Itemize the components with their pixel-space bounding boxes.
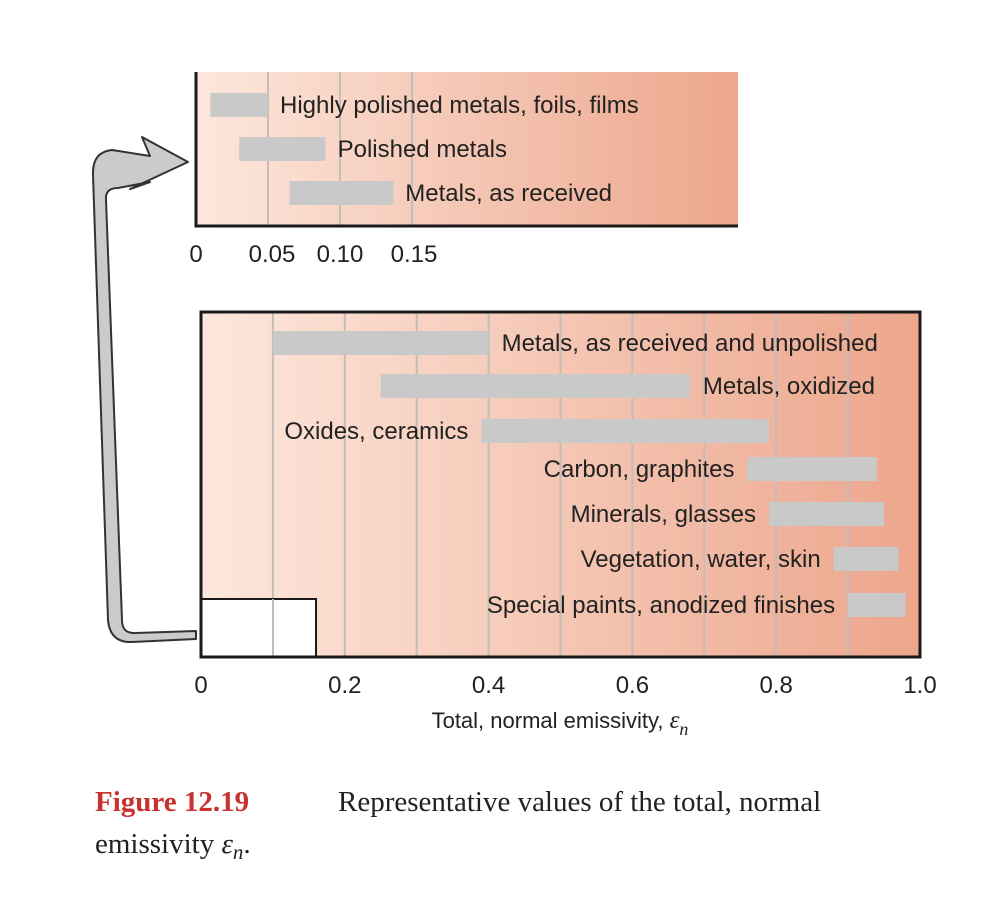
caption-end: . [243, 828, 250, 860]
main-bar-label: Metals, oxidized [703, 373, 875, 400]
main-chart: Metals, as received and unpolished Metals… [194, 310, 937, 739]
inset-axis-frame [194, 72, 738, 228]
x-axis-subscript: n [679, 719, 688, 739]
x-axis-label: Total, normal emissivity, εn [432, 707, 689, 739]
inset-tick-label: 0.10 [317, 241, 364, 268]
main-tick-label: 0.4 [472, 672, 505, 699]
inset-tick-label: 0.05 [249, 241, 296, 268]
main-bar-label: Minerals, glasses [571, 501, 756, 528]
main-plot-frame [199, 310, 922, 659]
main-bar [833, 547, 899, 571]
main-tick-label: 0 [194, 672, 207, 699]
inset-bar-label: Highly polished metals, foils, films [280, 92, 639, 119]
inset-region-box [200, 598, 317, 658]
caption-figure-label: Figure 12.19 [95, 786, 249, 818]
inset-bar [210, 93, 268, 117]
x-axis-symbol: ε [670, 707, 680, 734]
main-tick-label: 0.2 [328, 672, 361, 699]
inset-tick-labels: 0 0.05 0.10 0.15 [189, 241, 437, 268]
main-tick-labels: 0 0.2 0.4 0.6 0.8 1.0 [194, 672, 936, 699]
caption-symbol: ε [221, 828, 233, 860]
main-bar-label: Carbon, graphites [544, 456, 735, 483]
inset-chart: Highly polished metals, foils, films Poli… [189, 72, 738, 268]
main-tick-label: 0.8 [760, 672, 793, 699]
main-tick-label: 1.0 [903, 672, 936, 699]
main-bar [272, 331, 489, 355]
main-bar-label: Oxides, ceramics [284, 418, 468, 445]
main-bars: Metals, as received and unpolished Metals… [272, 330, 906, 619]
main-tick-label: 0.6 [616, 672, 649, 699]
inset-bar [239, 137, 326, 161]
main-bar [481, 419, 770, 443]
main-bar-label: Special paints, anodized finishes [487, 592, 835, 619]
inset-bar-label: Metals, as received [405, 180, 612, 207]
main-bar-label: Vegetation, water, skin [581, 546, 821, 573]
figure-caption: Figure 12.19 Representative values of th… [95, 786, 821, 864]
inset-bar [289, 181, 394, 205]
inset-bar-label: Polished metals [338, 136, 507, 163]
svg-text:emissivity εn.: emissivity εn. [95, 828, 251, 864]
inset-bars: Highly polished metals, foils, films Poli… [210, 92, 639, 207]
main-bar [747, 457, 877, 481]
main-bar-label: Metals, as received and unpolished [502, 330, 878, 357]
zoom-arrow-icon [91, 136, 197, 644]
main-bar [769, 502, 885, 526]
inset-tick-label: 0 [189, 241, 202, 268]
inset-tick-label: 0.15 [391, 241, 438, 268]
caption-text-line1: Representative values of the total, norm… [338, 786, 821, 818]
caption-subscript: n [233, 840, 244, 864]
main-bar [848, 593, 906, 617]
caption-text-line2: emissivity [95, 828, 221, 860]
svg-text:Figure 12.19: Figure 12.19 [95, 786, 249, 818]
main-bar [380, 374, 690, 398]
